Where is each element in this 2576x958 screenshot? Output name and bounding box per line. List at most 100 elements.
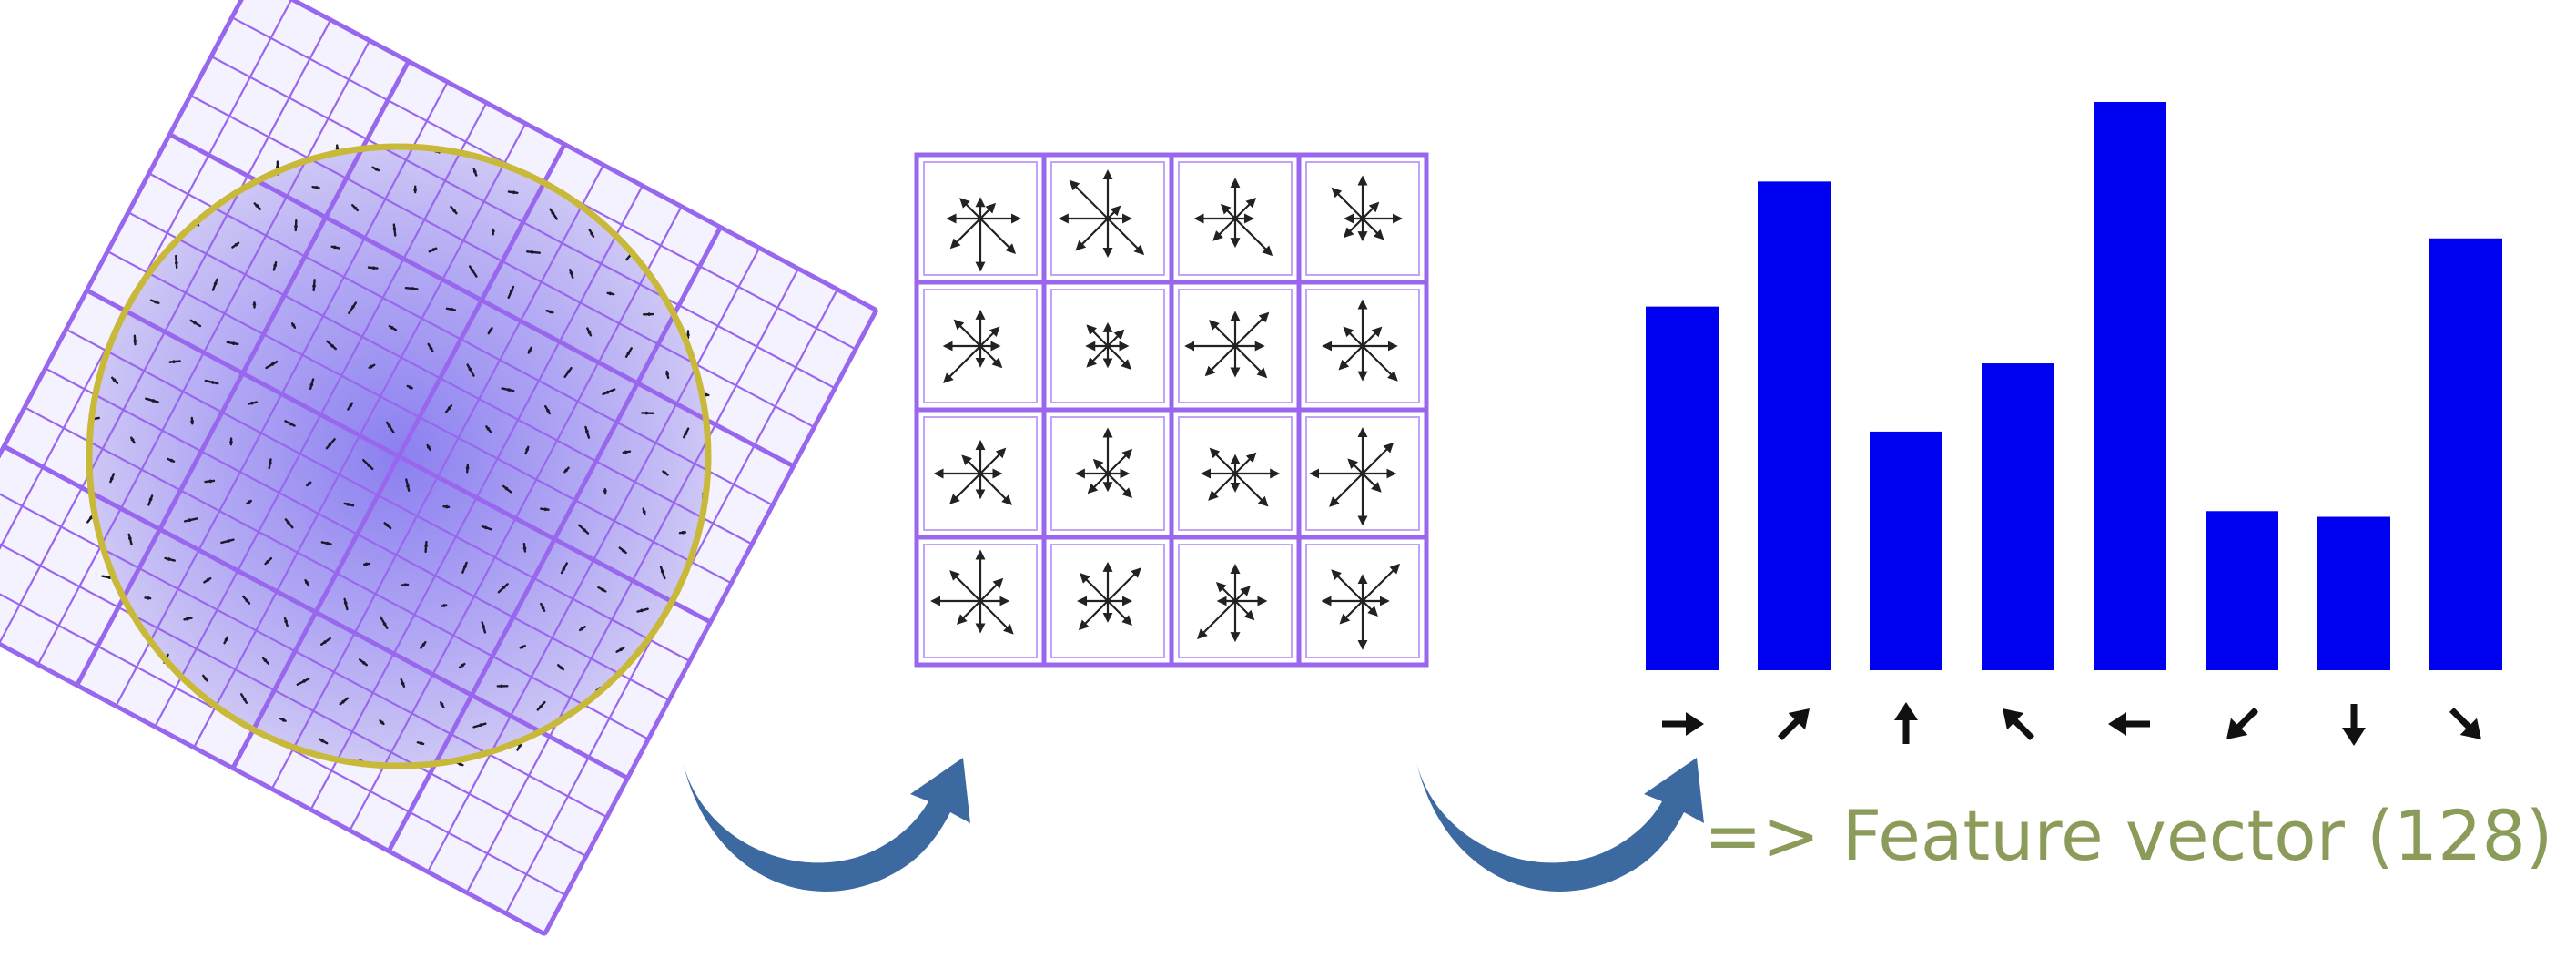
- star-center: [1232, 471, 1238, 476]
- orientation-ray: [1362, 563, 1401, 602]
- gradient-dot: [543, 507, 548, 512]
- gradient-dot: [585, 429, 589, 433]
- orientation-star: [1321, 563, 1401, 650]
- orientation-ray: [1331, 187, 1364, 219]
- gradient-patch: [0, 0, 878, 936]
- grid-line: [45, 367, 670, 701]
- orientation-star: [1184, 311, 1270, 379]
- grid-line: [543, 309, 878, 935]
- orientation-star: [1058, 169, 1145, 259]
- gradient-dot: [408, 385, 412, 390]
- orientation-ray: [1087, 473, 1109, 494]
- gradient-dot: [242, 698, 247, 701]
- gradient-dot: [323, 640, 327, 644]
- orientation-star: [942, 309, 1003, 383]
- gradient-dot: [268, 461, 272, 465]
- orientation-ray: [1362, 345, 1398, 382]
- direction-up-right-icon: [1777, 708, 1810, 741]
- window-outline: [86, 143, 712, 769]
- grid-line: [270, 164, 604, 790]
- descriptor-cell: [923, 416, 1038, 531]
- gradient-dot: [349, 403, 352, 408]
- gradient-dot: [190, 419, 194, 423]
- gradient-dot: [665, 372, 669, 376]
- orientation-histogram: [1646, 102, 2502, 746]
- gradient-dot: [551, 211, 555, 215]
- gradient-dot: [245, 598, 249, 603]
- gradient-dot: [522, 546, 527, 550]
- gradient-dot: [590, 232, 594, 236]
- descriptor-cell: [1305, 289, 1420, 403]
- gradient-dot: [528, 349, 532, 353]
- descriptor-cell: [1050, 161, 1165, 276]
- gradient-dot: [640, 608, 644, 613]
- gradient-dot: [705, 392, 708, 397]
- gradient-dot: [333, 245, 337, 250]
- orientation-star: [1074, 427, 1133, 499]
- gradient-dot: [167, 557, 171, 561]
- gradient-dot: [647, 312, 651, 316]
- gradient-dot: [388, 424, 391, 429]
- grid-line: [309, 185, 644, 810]
- orientation-ray: [1331, 569, 1364, 602]
- orientation-ray: [1234, 452, 1257, 474]
- gradient-dot: [452, 209, 456, 213]
- gradient-dot: [252, 302, 257, 307]
- gradient-dot: [660, 569, 664, 574]
- gradient-dot: [440, 702, 444, 707]
- gradient-dot: [370, 364, 373, 369]
- gradient-dot: [249, 401, 254, 405]
- descriptor-cell: [1178, 289, 1293, 403]
- orientation-ray: [949, 218, 981, 250]
- gradient-dot: [419, 741, 423, 746]
- orientation-star: [946, 197, 1021, 272]
- orientation-ray: [1338, 345, 1364, 371]
- gradient-dot: [622, 549, 625, 553]
- orientation-ray: [1362, 600, 1378, 617]
- gradient-dot: [580, 627, 584, 631]
- gradient-dot: [227, 539, 231, 543]
- orientation-ray: [1107, 600, 1132, 626]
- gradient-dot: [289, 422, 293, 426]
- histogram-bar: [2094, 102, 2166, 670]
- descriptor-cell: [1050, 416, 1165, 531]
- transition-arrow-icon: [1415, 754, 1704, 892]
- gradient-dot: [424, 544, 428, 548]
- gradient-dot: [361, 661, 366, 665]
- grid-line: [24, 406, 649, 740]
- orientation-ray: [1204, 345, 1236, 377]
- gradient-dot: [684, 432, 688, 436]
- orientation-ray: [1329, 473, 1364, 507]
- orientation-ray: [979, 345, 1003, 369]
- gradient-dot: [450, 307, 454, 311]
- gradient-dot: [605, 391, 610, 394]
- orientation-ray: [979, 202, 997, 219]
- orientation-ray: [1086, 345, 1109, 368]
- direction-down-right-icon: [2449, 707, 2481, 739]
- histogram-bar: [2317, 516, 2390, 670]
- gradient-dot: [548, 310, 553, 314]
- gradient-dot: [367, 464, 371, 467]
- orientation-ray: [1069, 179, 1109, 219]
- gradient-dot: [109, 476, 114, 481]
- orientation-ray: [1362, 218, 1384, 240]
- gradient-dot: [492, 229, 495, 233]
- descriptor-cell: [1305, 161, 1420, 276]
- gradient-dot: [644, 411, 649, 415]
- gradient-dot: [530, 250, 534, 254]
- orientation-ray: [979, 218, 1017, 255]
- star-center: [1232, 598, 1238, 604]
- gradient-dot: [328, 443, 332, 447]
- star-center: [1360, 216, 1365, 221]
- orientation-ray: [957, 600, 981, 625]
- direction-right-icon: [1662, 712, 1704, 736]
- gradient-dot: [442, 604, 446, 607]
- gradient-dot: [502, 586, 506, 589]
- descriptor-cell: [1178, 544, 1293, 658]
- gradient-dot: [486, 427, 491, 431]
- gradient-dot: [512, 190, 516, 195]
- grid-line: [3, 443, 629, 780]
- star-center: [1360, 598, 1365, 604]
- gradient-dot: [458, 762, 462, 766]
- gradient-dot: [421, 643, 426, 647]
